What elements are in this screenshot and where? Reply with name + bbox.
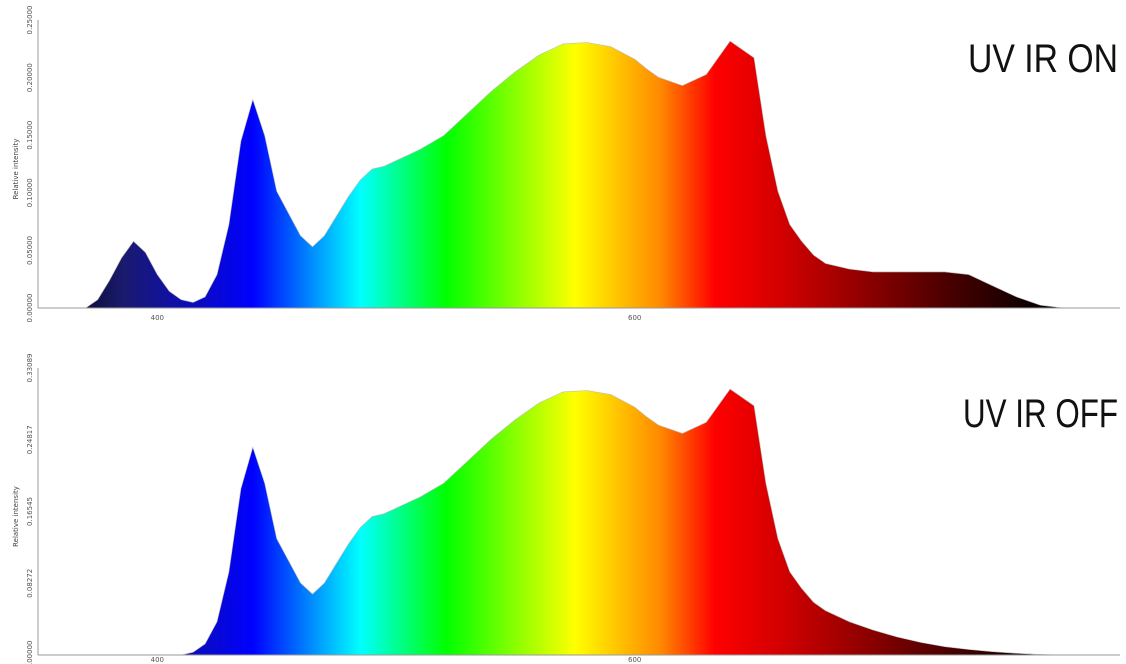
y-axis-title: Relative intensity bbox=[12, 139, 20, 200]
y-tick-label: 0.16545 bbox=[26, 497, 34, 526]
x-tick-label: 600 bbox=[628, 656, 641, 664]
y-tick-label: 0.33089 bbox=[26, 354, 34, 383]
y-tick-label: 0.00000 bbox=[26, 641, 34, 664]
y-tick-label: 0.05000 bbox=[26, 236, 34, 265]
y-tick-label: 0.24817 bbox=[26, 425, 34, 454]
panel-title: UV IR OFF bbox=[963, 392, 1118, 436]
panel-title: UV IR ON bbox=[968, 37, 1118, 81]
y-tick-label: 0.08272 bbox=[26, 569, 34, 598]
x-tick-label: 400 bbox=[151, 656, 164, 664]
x-tick-label: 600 bbox=[628, 314, 641, 322]
y-axis-title: Relative intensity bbox=[12, 486, 20, 547]
y-tick-label: 0.20000 bbox=[26, 63, 34, 92]
spectrum-area-series-0 bbox=[84, 40, 1065, 309]
x-tick-label: 400 bbox=[151, 314, 164, 322]
y-tick-label: 0.10000 bbox=[26, 178, 34, 207]
spectrum-area-series-0 bbox=[181, 388, 1065, 656]
y-tick-label: 0.00000 bbox=[26, 294, 34, 323]
panel-uv-ir-off: 0.00000 0.08272 0.16545 0.24817 0.33089 Relat… bbox=[12, 354, 1120, 664]
y-tick-label: 0.15000 bbox=[26, 121, 34, 150]
panel-uv-ir-on: 0.00000 0.05000 0.10000 0.15000 0.20000 0.250… bbox=[12, 6, 1120, 323]
y-tick-label: 0.25000 bbox=[26, 6, 34, 35]
